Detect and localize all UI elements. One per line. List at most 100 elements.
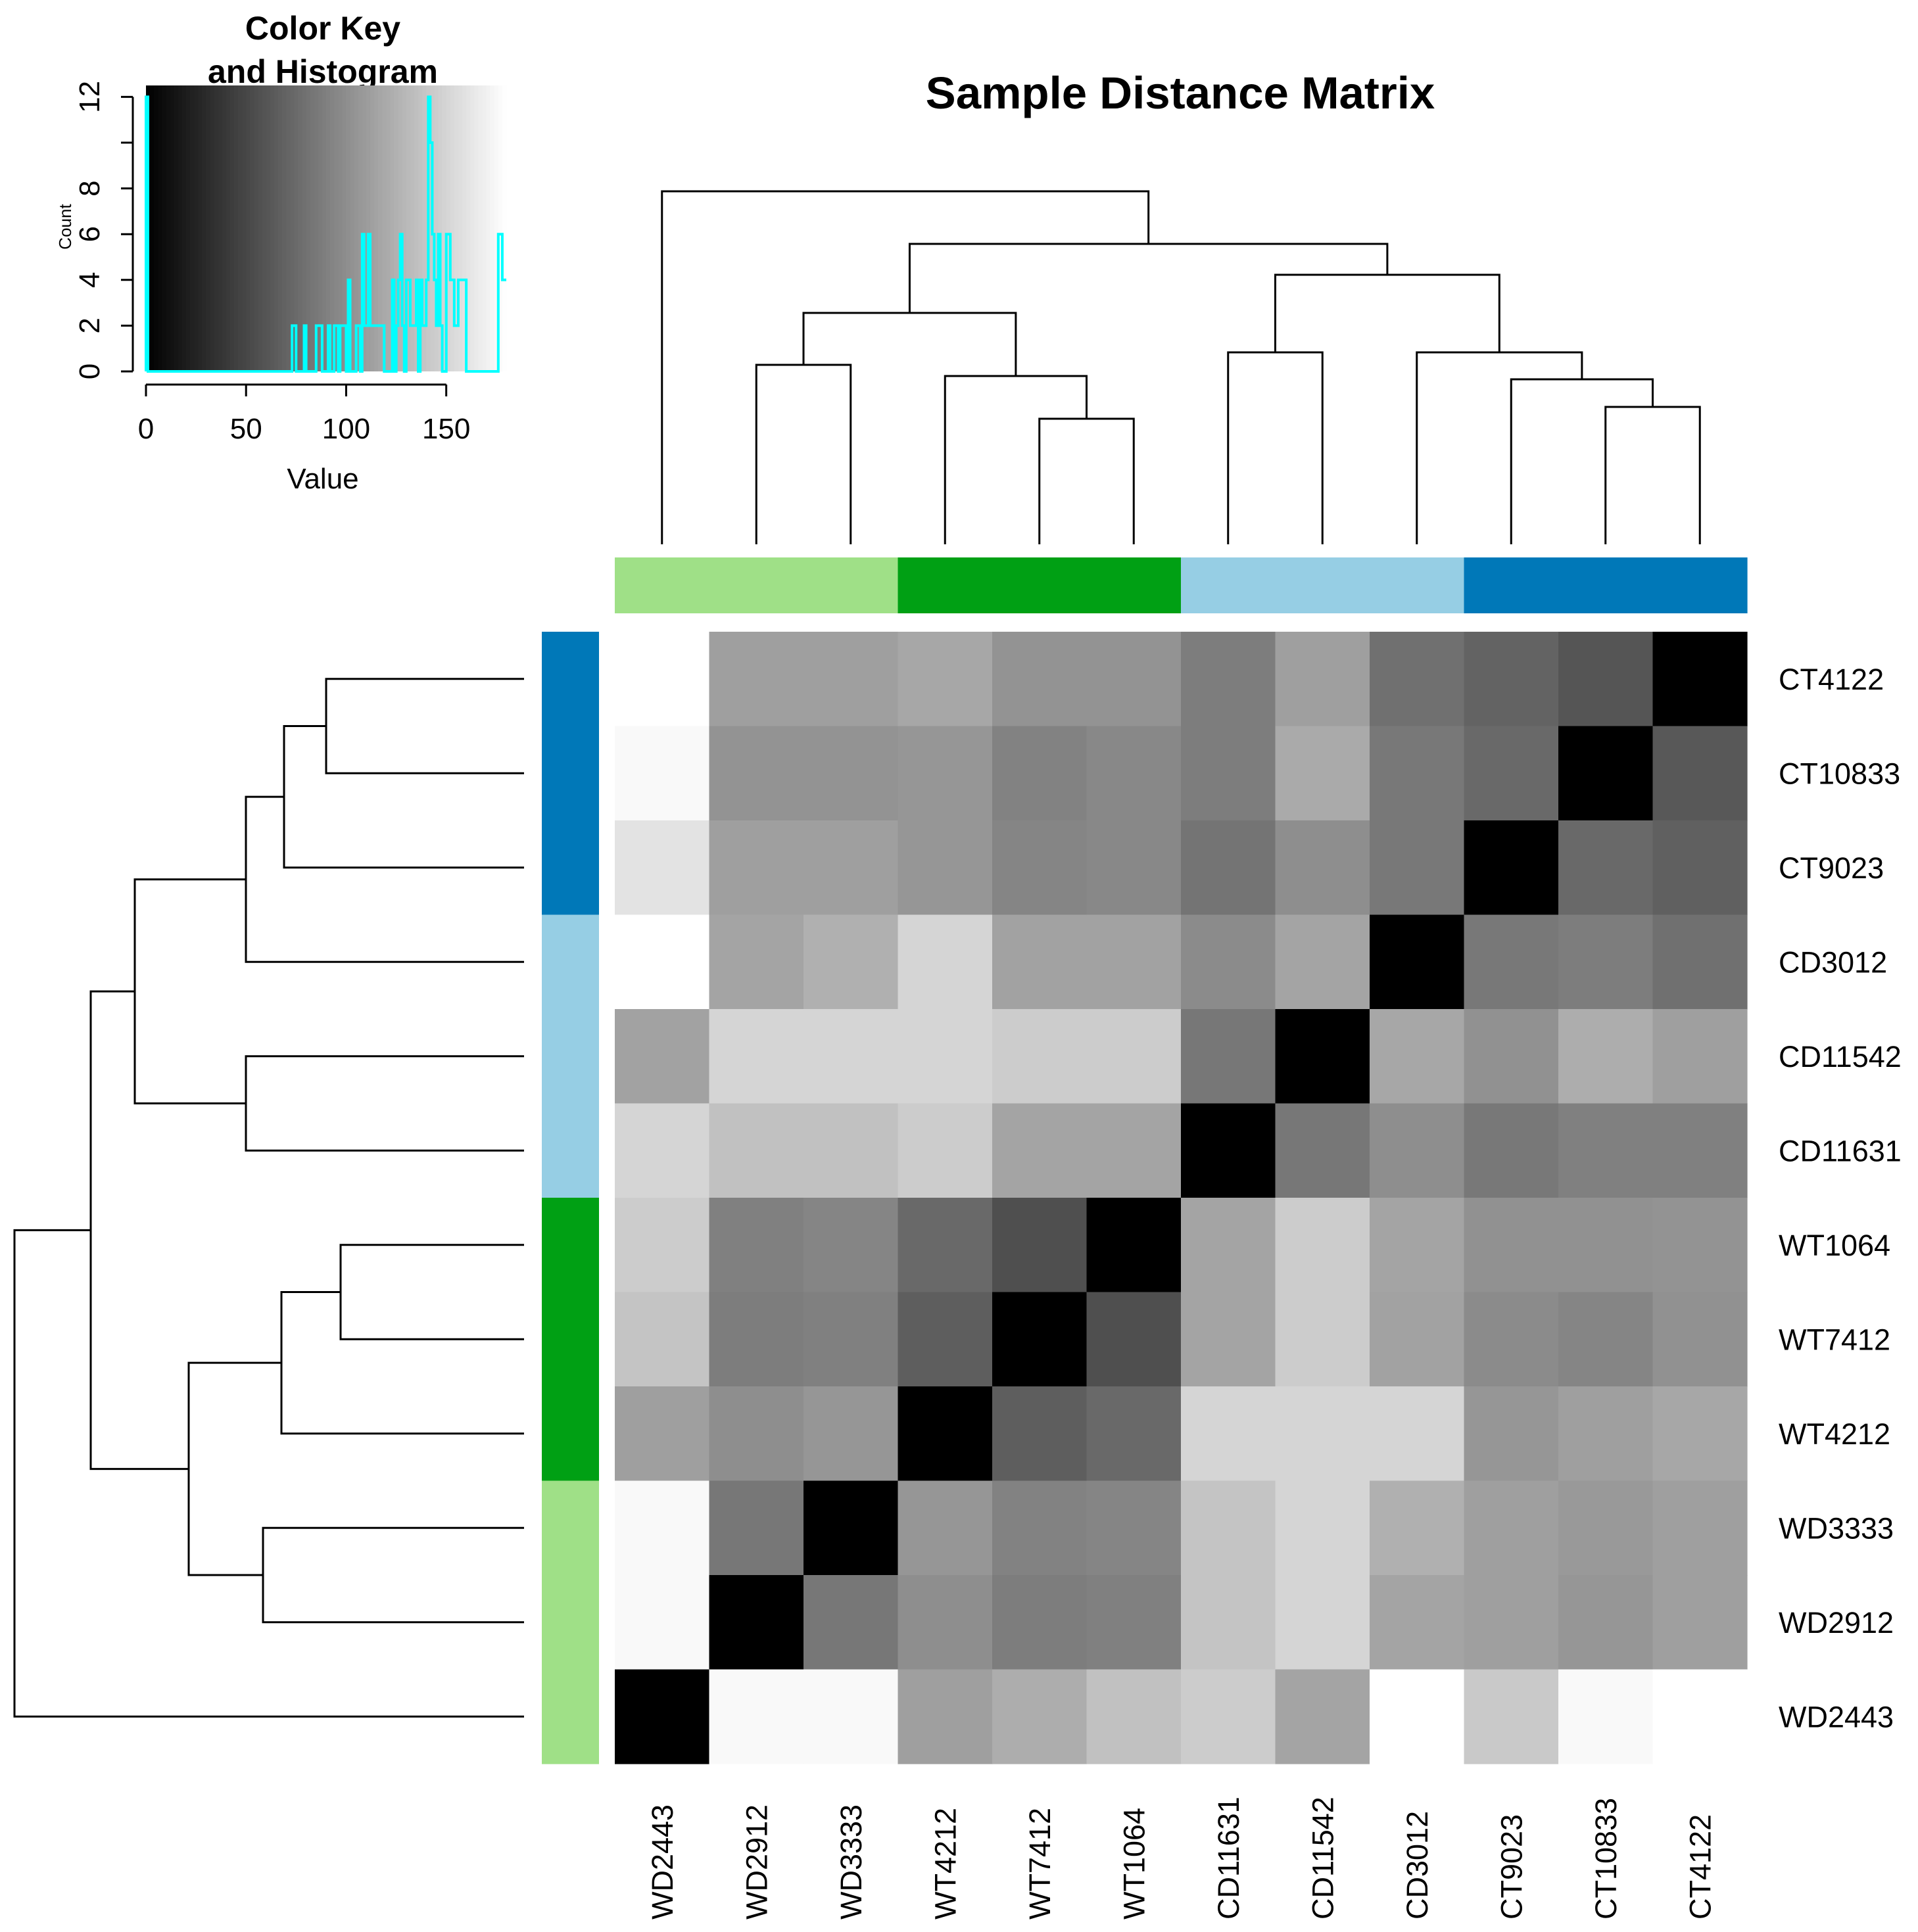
dendrogram-branch <box>13 1229 524 1718</box>
heatmap-cell <box>1652 632 1748 727</box>
heatmap-cell <box>898 1480 993 1576</box>
color-key-gradient-band <box>166 85 171 371</box>
heatmap-cell <box>1464 632 1559 727</box>
heatmap-cell <box>615 1575 710 1670</box>
heatmap-cell <box>709 820 804 916</box>
dendrogram-branch <box>1227 351 1324 544</box>
column-label: WD2443 <box>646 1804 679 1920</box>
column-dendrogram <box>661 190 1701 544</box>
row-group-swatch <box>542 1386 599 1482</box>
heatmap-cell <box>1086 1480 1182 1576</box>
heatmap-cell <box>992 726 1088 821</box>
color-key-gradient-band <box>398 85 403 371</box>
heatmap-cell <box>1464 1198 1559 1293</box>
heatmap-cell <box>1558 1009 1654 1104</box>
heatmap-cell <box>992 1669 1088 1764</box>
heatmap-cell <box>898 726 993 821</box>
heatmap-cell <box>709 1386 804 1482</box>
heatmap-cell <box>1275 1575 1370 1670</box>
x-tick-label: 100 <box>322 413 370 445</box>
row-group-swatch <box>542 1198 599 1293</box>
heatmap-cell <box>803 1480 899 1576</box>
column-labels: WD2443 WD2912 WD3333 WT4212 WT7412 WT1064 CD11… <box>646 1797 1717 1920</box>
color-key-gradient-band <box>478 85 483 371</box>
column-label: CT9023 <box>1495 1814 1528 1920</box>
dendrogram-branch <box>280 1291 524 1435</box>
dendrogram-branch <box>802 312 1017 376</box>
column-label: WT4212 <box>928 1808 962 1920</box>
heatmap-cell <box>898 1386 993 1482</box>
heatmap-cell <box>1558 1103 1654 1198</box>
color-key-gradient-band <box>189 85 195 371</box>
heatmap-cell <box>803 820 899 916</box>
heatmap-cell <box>1086 1103 1182 1198</box>
heatmap-cell <box>1275 1103 1370 1198</box>
row-label: CD11631 <box>1779 1134 1902 1167</box>
heatmap-cell <box>1275 726 1370 821</box>
dendrogram-branch <box>245 795 524 963</box>
dendrogram-branch <box>1038 417 1135 544</box>
dendrogram-branch <box>755 364 852 544</box>
color-key-gradient-band <box>498 85 503 371</box>
heatmap-cell <box>1181 1009 1276 1104</box>
y-tick-label: 0 <box>74 364 106 379</box>
heatmap-cell <box>803 1198 899 1293</box>
heatmap-cell <box>1370 1103 1465 1198</box>
dendrogram-branch <box>944 375 1088 544</box>
color-key-gradient-band <box>277 85 283 371</box>
color-key-gradient-band <box>174 85 179 371</box>
row-group-swatch <box>542 820 599 916</box>
dendrogram-branch <box>187 1361 281 1576</box>
dendrogram-branch <box>245 1055 524 1152</box>
row-label: WD3333 <box>1779 1511 1894 1545</box>
color-key-gradient-band <box>354 85 359 371</box>
color-key-gradient-band <box>438 85 443 371</box>
color-key-gradient-band <box>482 85 487 371</box>
color-key-gradient-band <box>310 85 315 371</box>
color-key-gradient-band <box>238 85 243 371</box>
heatmap-cell <box>1370 1198 1465 1293</box>
color-key-gradient-band <box>194 85 199 371</box>
color-key-gradient-band <box>462 85 467 371</box>
heatmap-cell <box>1275 1198 1370 1293</box>
heatmap-cell <box>1370 914 1465 1010</box>
color-key-gradient-band <box>218 85 223 371</box>
heatmap-cell <box>709 726 804 821</box>
heatmap-cell <box>1370 1292 1465 1387</box>
color-key-gradient-band <box>474 85 479 371</box>
color-key-gradient-band <box>370 85 375 371</box>
color-key-gradient-band <box>226 85 231 371</box>
color-key-gradient-band <box>326 85 331 371</box>
row-label: CT4122 <box>1779 663 1884 696</box>
heatmap-cell <box>992 1480 1088 1576</box>
column-group-swatch <box>992 557 1088 613</box>
heatmap-cell <box>803 1103 899 1198</box>
heatmap-cell <box>1275 1009 1370 1104</box>
column-label: WD2912 <box>740 1804 773 1920</box>
color-key-gradient-band <box>290 85 295 371</box>
color-key-gradient-band <box>342 85 347 371</box>
heatmap-cell <box>615 632 710 727</box>
color-key-axes: 0 50 100 150 0 2 4 6 8 12 <box>74 81 470 445</box>
heatmap-cell <box>992 1575 1088 1670</box>
heatmap-cell <box>1086 1009 1182 1104</box>
color-key-gradient-band <box>286 85 291 371</box>
heatmap-cell <box>898 1009 993 1104</box>
color-key-gradient-band <box>233 85 239 371</box>
color-key-gradient-band <box>502 85 507 371</box>
color-key-gradient-band <box>210 85 215 371</box>
heatmap-cell <box>1652 1386 1748 1482</box>
heatmap-cell <box>1652 1009 1748 1104</box>
color-key-title: Color Key <box>245 10 400 47</box>
heatmap-cell <box>709 1575 804 1670</box>
color-key-gradient-band <box>294 85 299 371</box>
dendrogram-branch <box>262 1526 524 1624</box>
heatmap-cell <box>803 726 899 821</box>
color-key-gradient-band <box>466 85 471 371</box>
color-key-gradient-band <box>470 85 475 371</box>
color-key-gradient-band <box>346 85 351 371</box>
heatmap-cell <box>615 1198 710 1293</box>
heatmap-cell <box>1558 914 1654 1010</box>
color-key-gradient-band <box>494 85 499 371</box>
column-label: CD11631 <box>1212 1797 1245 1920</box>
